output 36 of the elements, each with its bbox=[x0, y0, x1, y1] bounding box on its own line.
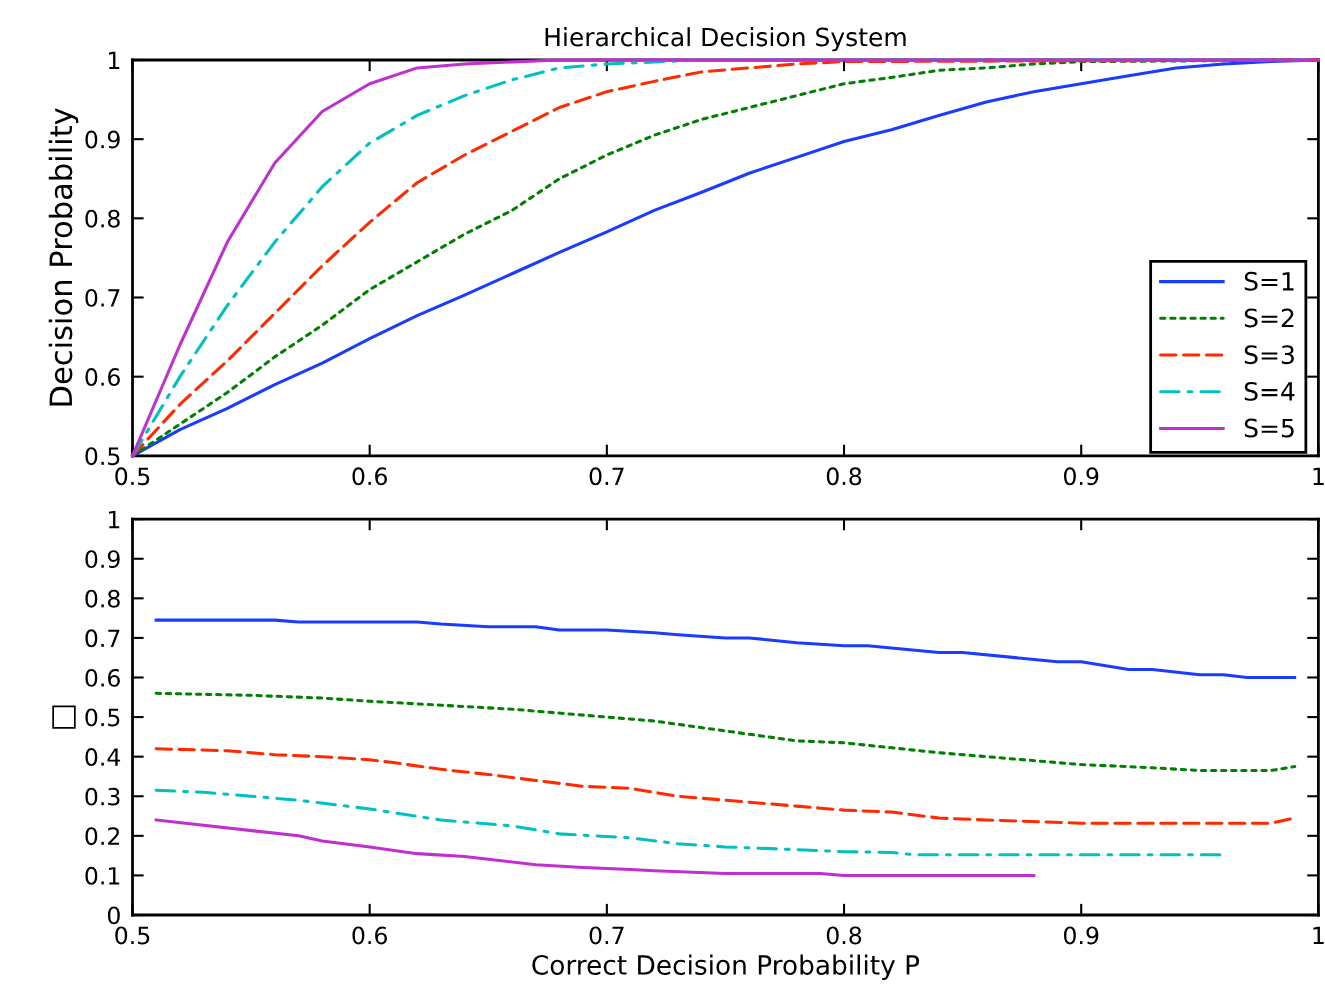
x-tick-label: 0.9 bbox=[1063, 467, 1099, 486]
x-tick-label: 0.8 bbox=[826, 467, 862, 486]
legend-label: S=4 bbox=[1244, 381, 1295, 401]
y-tick-label: 1 bbox=[108, 510, 120, 529]
legend-label: S=3 bbox=[1244, 345, 1294, 365]
x-tick-label: 0.7 bbox=[589, 467, 624, 486]
legend-label: S=1 bbox=[1244, 271, 1294, 291]
x-tick-label: 0.7 bbox=[589, 926, 624, 945]
x-tick-label: 0.9 bbox=[1063, 926, 1099, 945]
x-tick-label: 0.6 bbox=[352, 926, 387, 945]
x-tick-label: 1 bbox=[1313, 926, 1324, 945]
y-tick-label: 0 bbox=[107, 906, 120, 925]
x-tick-label: 0.8 bbox=[826, 926, 862, 945]
y-axis-title: □ bbox=[52, 705, 76, 729]
y-tick-label: 0.1 bbox=[85, 866, 120, 885]
legend-label: S=5 bbox=[1244, 418, 1294, 438]
y-tick-label: 0.8 bbox=[85, 209, 120, 228]
y-tick-label: 0.5 bbox=[85, 708, 120, 727]
y-tick-label: 0.2 bbox=[85, 827, 120, 846]
x-tick-label: 1 bbox=[1313, 467, 1324, 485]
x-axis-title: Correct Decision Probability P bbox=[532, 954, 920, 981]
y-tick-label: 0.7 bbox=[85, 629, 120, 648]
y-tick-label: 0.6 bbox=[85, 668, 120, 687]
chart-title: Hierarchical Decision System bbox=[545, 27, 906, 52]
y-axis-title: Decision Probability bbox=[48, 108, 79, 406]
y-tick-label: 0.7 bbox=[85, 288, 120, 307]
y-tick-label: 1 bbox=[108, 51, 120, 69]
y-tick-label: 0.9 bbox=[85, 130, 120, 149]
y-tick-label: 0.5 bbox=[85, 447, 120, 466]
y-tick-label: 0.3 bbox=[85, 787, 120, 806]
x-tick-label: 0.6 bbox=[352, 467, 387, 486]
y-tick-label: 0.6 bbox=[85, 368, 120, 386]
legend-label: S=2 bbox=[1244, 308, 1294, 328]
y-tick-label: 0.9 bbox=[85, 550, 120, 569]
y-tick-label: 0.4 bbox=[85, 748, 121, 766]
y-tick-label: 0.8 bbox=[85, 589, 120, 608]
